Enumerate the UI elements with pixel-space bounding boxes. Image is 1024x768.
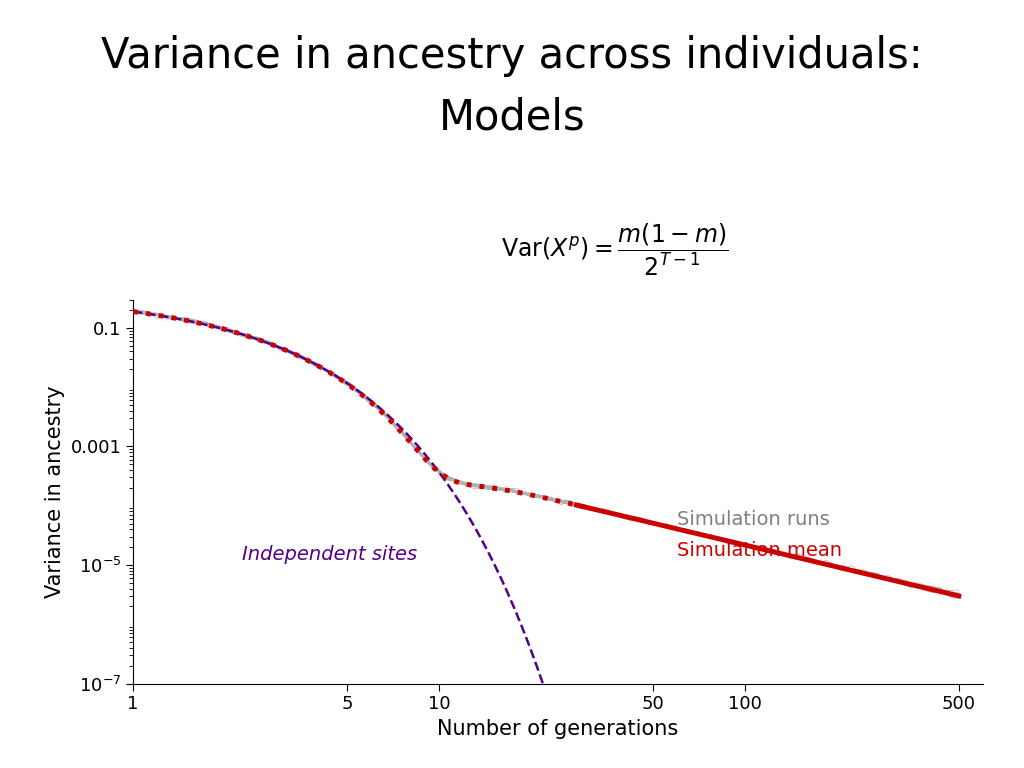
Text: $\mathrm{Var}(X^p) = \dfrac{m(1-m)}{2^{T-1}}$: $\mathrm{Var}(X^p) = \dfrac{m(1-m)}{2^{T… — [501, 221, 728, 278]
Text: Models: Models — [438, 96, 586, 138]
Text: Simulation mean: Simulation mean — [677, 541, 842, 560]
X-axis label: Number of generations: Number of generations — [437, 719, 679, 739]
Text: Simulation runs: Simulation runs — [677, 510, 829, 529]
Y-axis label: Variance in ancestry: Variance in ancestry — [45, 386, 65, 598]
Text: Variance in ancestry across individuals:: Variance in ancestry across individuals: — [101, 35, 923, 77]
Text: Independent sites: Independent sites — [243, 545, 418, 564]
